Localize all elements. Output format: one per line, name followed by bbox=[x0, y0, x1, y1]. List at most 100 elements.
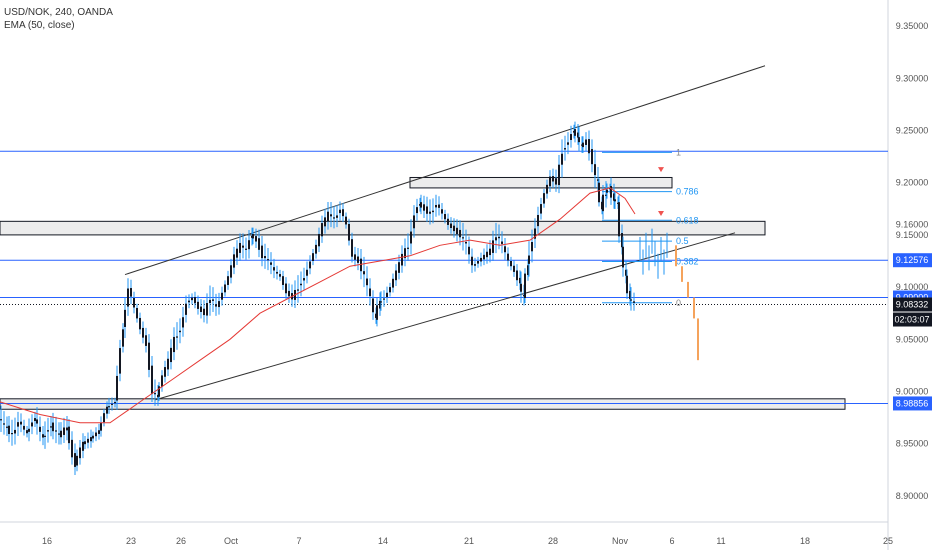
candle-body bbox=[537, 214, 539, 227]
candle-body bbox=[148, 342, 150, 370]
candle-body bbox=[161, 375, 163, 387]
candle-body bbox=[288, 290, 290, 297]
candle-body bbox=[136, 307, 138, 319]
candle-body bbox=[142, 327, 144, 338]
candle-body bbox=[552, 176, 554, 182]
candle-body bbox=[245, 248, 247, 250]
candle-body bbox=[158, 386, 160, 397]
candle-body bbox=[372, 298, 374, 313]
candle-body bbox=[270, 262, 272, 265]
sr-zone bbox=[0, 398, 846, 410]
candle-body bbox=[379, 300, 381, 309]
candle-body bbox=[68, 426, 70, 444]
symbol-title: USD/NOK, 240, OANDA bbox=[4, 7, 113, 18]
candle-body bbox=[133, 298, 135, 308]
candle-body bbox=[453, 225, 455, 232]
candle-body bbox=[333, 217, 335, 219]
candle-body bbox=[588, 139, 590, 154]
candle-body bbox=[489, 248, 491, 256]
candle-body bbox=[58, 433, 60, 435]
candle-body bbox=[605, 194, 607, 196]
chart-legend: USD/NOK, 240, OANDA EMA (50, close) bbox=[4, 6, 113, 32]
candle-body bbox=[151, 365, 153, 394]
candle-body bbox=[119, 348, 121, 374]
candle-body bbox=[513, 265, 515, 272]
candle-body bbox=[11, 432, 13, 435]
candle-body bbox=[380, 301, 382, 303]
candle-body bbox=[309, 261, 311, 269]
candle-body bbox=[398, 262, 400, 273]
candle-body bbox=[564, 148, 566, 150]
candle-body bbox=[423, 204, 425, 211]
candle-body bbox=[306, 269, 308, 276]
sr-zone bbox=[0, 220, 766, 236]
candle-body bbox=[407, 247, 409, 249]
candle-body bbox=[3, 423, 5, 425]
candle-body bbox=[71, 439, 73, 458]
countdown-label: 02:03:07 bbox=[894, 315, 929, 325]
fib-level-label: 0.786 bbox=[676, 187, 699, 197]
candle-body bbox=[613, 193, 615, 201]
candle-body bbox=[345, 216, 347, 225]
candle-body bbox=[459, 229, 461, 238]
candle-body bbox=[34, 418, 36, 422]
candle-body bbox=[426, 206, 428, 214]
candle-body bbox=[233, 254, 235, 268]
candle-body bbox=[0, 419, 2, 421]
candle-body bbox=[531, 241, 533, 252]
candle-body bbox=[239, 242, 241, 253]
candle-body bbox=[348, 223, 350, 241]
candle-body bbox=[297, 289, 299, 291]
fib-level-label: 0.382 bbox=[676, 257, 699, 267]
candle-body bbox=[279, 274, 281, 277]
candle-body bbox=[435, 204, 437, 208]
candle-body bbox=[363, 271, 365, 275]
candle-body bbox=[236, 248, 238, 258]
candle-body bbox=[114, 401, 116, 404]
candle-body bbox=[60, 430, 62, 438]
candle-body bbox=[82, 441, 84, 451]
candle-body bbox=[145, 335, 147, 346]
candle-body bbox=[103, 413, 105, 423]
candle-body bbox=[176, 336, 178, 338]
countdown-box bbox=[893, 312, 932, 327]
candle-body bbox=[258, 238, 260, 250]
candle-body bbox=[555, 178, 557, 185]
candle-body bbox=[429, 211, 431, 214]
candle-body bbox=[127, 288, 129, 307]
candle-body bbox=[558, 164, 560, 186]
price-label-box bbox=[893, 396, 932, 411]
candle-body bbox=[261, 245, 263, 259]
candle-body bbox=[221, 292, 223, 300]
price-tick-label: 9.16000 bbox=[896, 219, 929, 229]
candle-body bbox=[585, 139, 587, 145]
candle-body bbox=[594, 164, 596, 176]
candle-body bbox=[203, 308, 205, 316]
candle-body bbox=[139, 317, 141, 330]
candle-body bbox=[621, 233, 623, 248]
candle-body bbox=[582, 142, 584, 148]
candle-body bbox=[167, 358, 169, 370]
price-tick-label: 9.15000 bbox=[896, 230, 929, 240]
candle-body bbox=[100, 422, 102, 431]
time-tick-label: Nov bbox=[612, 536, 629, 546]
time-tick-label: 16 bbox=[42, 536, 52, 546]
time-tick-label: 6 bbox=[669, 536, 674, 546]
time-tick-label: 18 bbox=[800, 536, 810, 546]
candle-body bbox=[267, 259, 269, 261]
candle-body bbox=[14, 429, 16, 434]
candle-body bbox=[462, 237, 464, 239]
candle-body bbox=[376, 305, 378, 320]
candle-body bbox=[401, 253, 403, 266]
candle-body bbox=[327, 211, 329, 222]
time-tick-label: 23 bbox=[126, 536, 136, 546]
candle-body bbox=[26, 430, 28, 434]
price-tag-label: 9.12576 bbox=[896, 255, 929, 265]
candle-body bbox=[36, 419, 38, 424]
ema-line bbox=[0, 187, 636, 424]
candle-body bbox=[185, 303, 187, 315]
candle-body bbox=[495, 237, 497, 241]
candle-body bbox=[534, 228, 536, 239]
